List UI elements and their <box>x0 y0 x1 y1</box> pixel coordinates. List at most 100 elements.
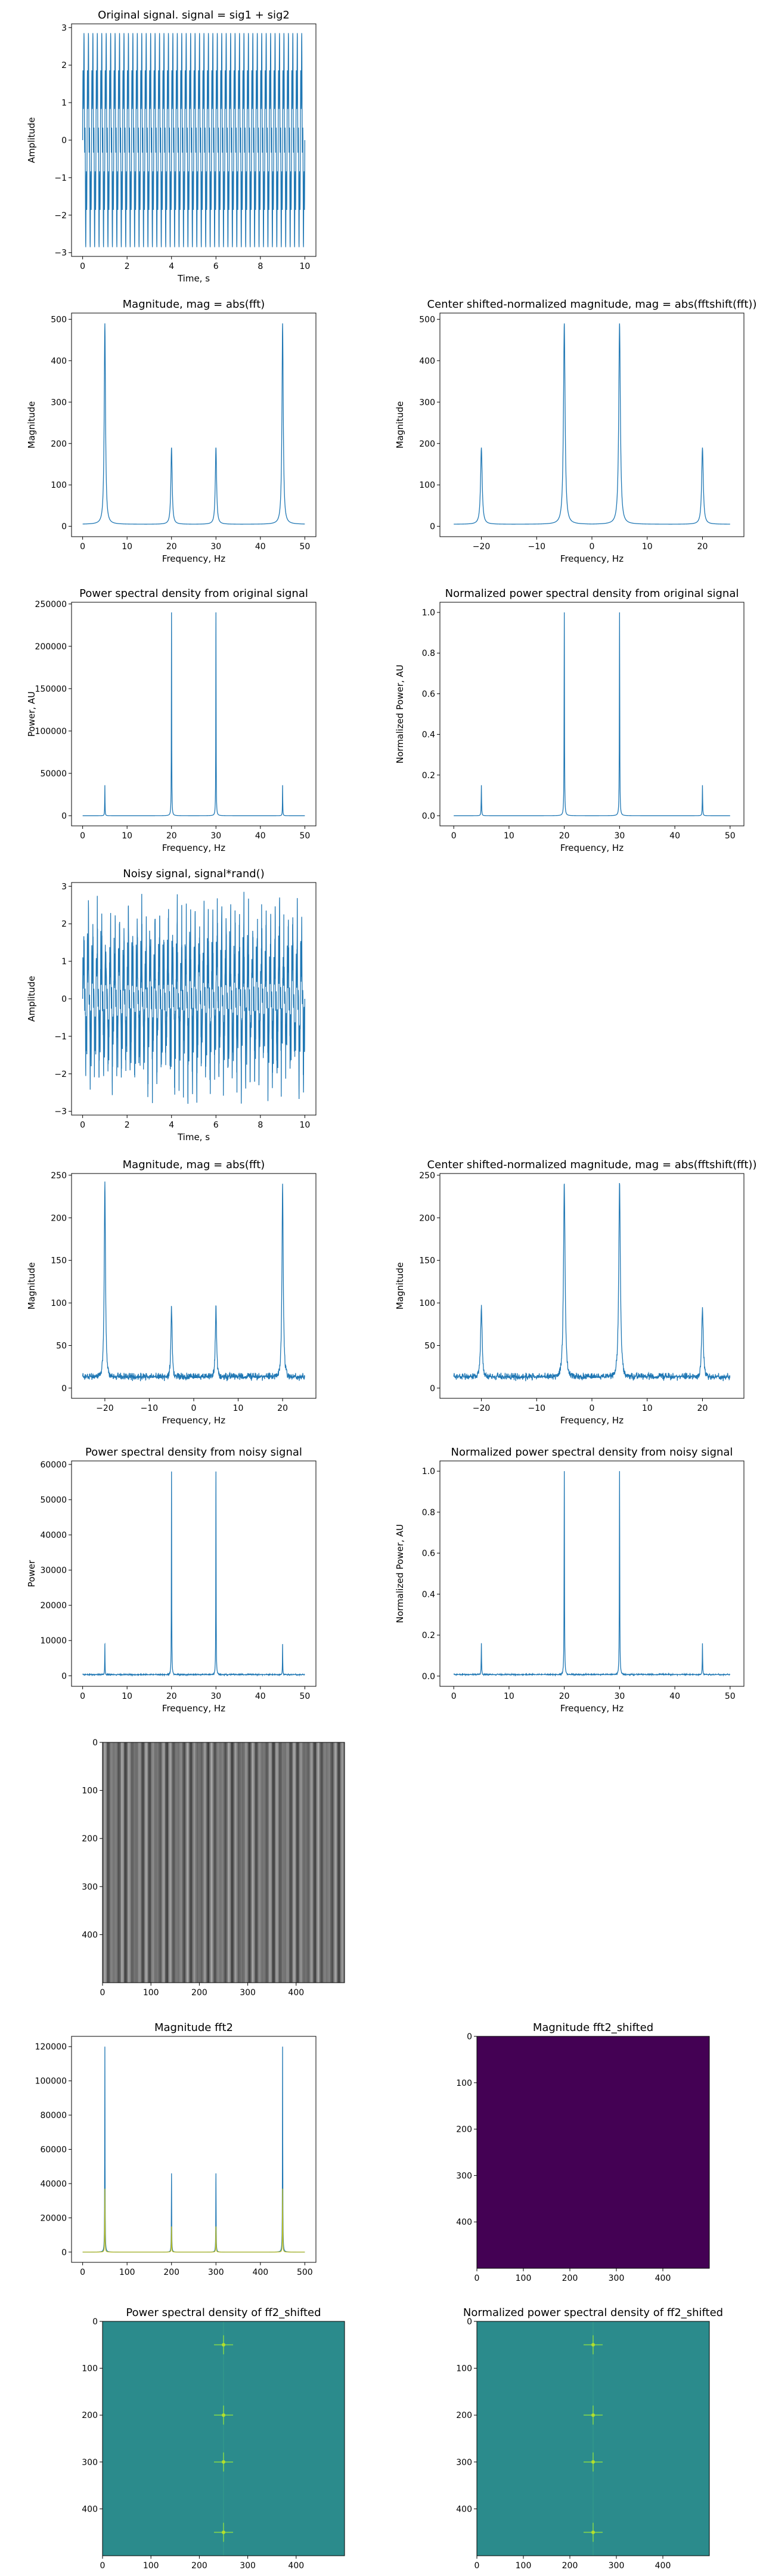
y-tick-label: 1.0 <box>422 1467 435 1476</box>
y-tick-label: 0 <box>61 522 67 532</box>
x-tick-label: 30 <box>210 542 221 552</box>
x-tick-label: 4 <box>169 1120 174 1130</box>
y-tick-label: 400 <box>51 357 67 366</box>
y-tick-label: 0 <box>61 995 67 1004</box>
x-tick-label: −20 <box>473 542 491 552</box>
heatmap-column <box>186 1742 188 1983</box>
heatmap-peak-point <box>591 2530 595 2534</box>
y-tick-label: 400 <box>82 2504 98 2514</box>
heatmap-column <box>249 1742 251 1983</box>
x-tick-label: 100 <box>516 2274 532 2283</box>
y-tick-label: 0.0 <box>422 812 435 821</box>
heatmap-column <box>290 1742 292 1983</box>
axes-frame <box>439 1173 745 1399</box>
heatmap-column <box>182 1742 184 1983</box>
y-tick-label: 0 <box>61 1384 67 1394</box>
y-tick-label: 300 <box>82 1883 98 1892</box>
x-tick-label: 0 <box>80 1120 85 1130</box>
heatmap-column <box>218 1742 220 1983</box>
heatmap-column <box>307 1742 309 1983</box>
chart-image-2d: 0 100 200 300 400 0 100 200 300 400 <box>82 1738 345 1998</box>
x-tick-label: 40 <box>255 542 266 552</box>
heatmap-column <box>291 1742 294 1983</box>
heatmap-column <box>286 1742 288 1983</box>
heatmap-column <box>160 1742 163 1983</box>
y-tick-label: 200 <box>456 2411 472 2420</box>
heatmap-column <box>198 1742 200 1983</box>
heatmap-column <box>224 1742 225 1983</box>
heatmap-column <box>244 1742 247 1983</box>
y-tick-label: 100000 <box>35 727 67 736</box>
heatmap-background <box>477 2036 709 2268</box>
heatmap-column <box>330 1742 332 1983</box>
heatmap-column <box>147 1742 148 1983</box>
axes-frame <box>102 1742 345 1983</box>
heatmap-column <box>206 1742 209 1983</box>
heatmap-column <box>122 1742 125 1983</box>
heatmap-column <box>129 1742 132 1983</box>
heatmap-column <box>207 1742 210 1983</box>
y-tick-label: 50 <box>56 1341 67 1351</box>
x-tick-label: 50 <box>725 1692 736 1701</box>
chart-title: Power spectral density from noisy signal <box>85 1446 302 1459</box>
heatmap-column <box>279 1742 281 1983</box>
chart-psd-noisy: 0 10 20 30 40 50 0 10000 20000 30000 40000 50000 600… <box>26 1446 317 1714</box>
x-tick-label: 100 <box>143 1988 159 1998</box>
heatmap-column <box>196 1742 198 1983</box>
series-line <box>453 1182 731 1382</box>
chart-npsd-noisy: 0 10 20 30 40 50 0.0 0.2 0.4 0.6 0.8 1.0 Normalized … <box>395 1446 745 1714</box>
y-axis-label: Magnitude <box>26 401 37 448</box>
y-tick-label: 50000 <box>40 1496 67 1505</box>
heatmap-column <box>230 1742 232 1983</box>
x-tick-label: 10 <box>299 1120 310 1130</box>
y-axis-label: Normalized Power, AU <box>395 665 405 764</box>
heatmap-peak-point <box>222 2343 225 2347</box>
y-tick-label: 200000 <box>35 642 67 652</box>
x-tick-label: 0 <box>80 831 85 841</box>
heatmap-column <box>135 1742 137 1983</box>
heatmap-column <box>263 1742 265 1983</box>
heatmap-image <box>103 2321 345 2556</box>
axes-frame <box>439 1460 745 1687</box>
x-tick-label: 0 <box>474 2561 480 2571</box>
heatmap-column <box>340 1742 342 1983</box>
series-line <box>82 2188 305 2253</box>
x-tick-label: 0 <box>80 1692 85 1701</box>
heatmap-column <box>259 1742 261 1983</box>
y-tick-label: 0.2 <box>422 771 435 781</box>
heatmap-column <box>128 1742 130 1983</box>
heatmap-column <box>200 1742 203 1983</box>
heatmap-column <box>314 1742 317 1983</box>
heatmap-column <box>159 1742 162 1983</box>
heatmap-column <box>212 1742 214 1983</box>
heatmap-column <box>306 1742 308 1983</box>
heatmap-column <box>299 1742 301 1983</box>
heatmap-column <box>337 1742 339 1983</box>
y-tick-label: −3 <box>54 249 67 258</box>
heatmap-column <box>176 1742 178 1983</box>
chart-title: Normalized power spectral density of ff2… <box>463 2306 723 2319</box>
heatmap-column <box>236 1742 238 1983</box>
heatmap-column <box>319 1742 321 1983</box>
heatmap-column <box>276 1742 278 1983</box>
x-axis-label: Frequency, Hz <box>560 553 624 564</box>
x-tick-label: 10 <box>233 1404 244 1413</box>
x-tick-label: 100 <box>516 2561 532 2571</box>
y-axis-label: Magnitude <box>395 401 405 448</box>
x-tick-label: 20 <box>697 1404 708 1413</box>
y-tick-label: 3 <box>61 882 67 891</box>
x-tick-label: 20 <box>166 542 177 552</box>
heatmap-column <box>297 1742 299 1983</box>
heatmap-column <box>184 1742 185 1983</box>
heatmap-column <box>138 1742 140 1983</box>
heatmap-column <box>302 1742 304 1983</box>
x-tick-label: 50 <box>725 831 736 841</box>
y-tick-label: 100 <box>419 481 435 490</box>
y-tick-label: 500 <box>419 315 435 324</box>
y-tick-label: 300 <box>456 2171 472 2181</box>
x-tick-label: 4 <box>169 262 174 271</box>
y-axis-label: Magnitude <box>395 1262 405 1309</box>
heatmap-column <box>165 1742 167 1983</box>
